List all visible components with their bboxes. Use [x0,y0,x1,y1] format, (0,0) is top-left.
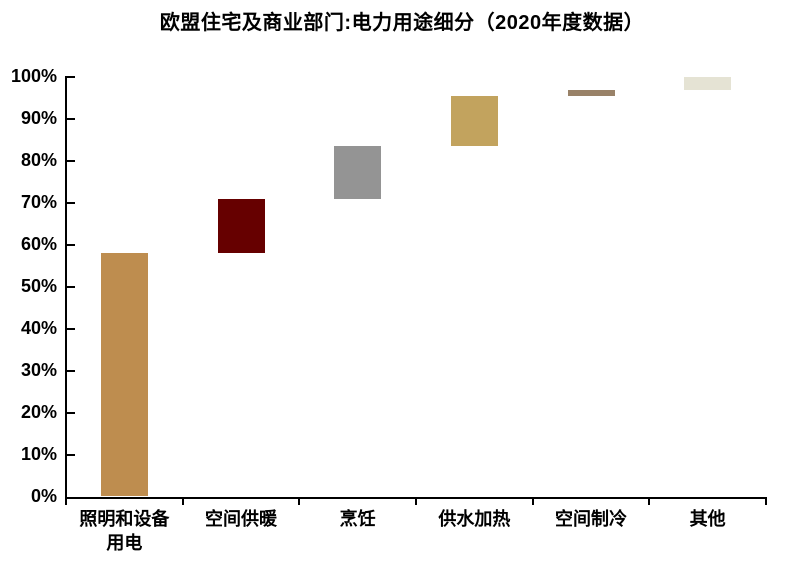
x-axis-tick [298,497,301,505]
y-axis-tick [67,285,75,288]
y-axis-tick-label: 70% [20,191,57,212]
x-axis-tick [65,497,67,505]
y-axis-tick [67,453,75,456]
x-axis-tick [648,497,651,505]
x-axis-label-line: 照明和设备 [79,509,170,529]
y-axis-tick-label: 100% [10,66,57,86]
x-axis-label: 照明和设备 用电 [49,507,199,555]
x-axis-label-line: 供水加热 [438,509,511,529]
waterfall-bar [334,146,382,199]
y-axis-tick [67,369,75,372]
x-axis-label: 供水加热 [399,507,549,531]
y-axis-tick-label: 80% [20,149,57,170]
waterfall-bar [567,89,615,96]
x-axis-label-line: 其他 [689,509,726,529]
y-axis-tick-label: 30% [20,359,57,380]
waterfall-bar [217,198,265,254]
x-axis-label-line: 空间制冷 [555,509,627,529]
y-axis-tick-label: 40% [20,317,57,338]
y-axis-tick-label: 90% [20,107,57,128]
x-axis-tick [181,497,184,505]
y-axis-tick-label: 50% [20,275,57,296]
x-axis-label-line: 用电 [106,533,143,553]
y-axis-tick [67,327,75,330]
x-axis-label-line: 烹饪 [339,509,376,529]
x-axis-tick [765,497,767,505]
y-axis-tick [67,76,75,78]
y-axis-tick [67,117,75,120]
y-axis-tick-label: 60% [20,233,57,254]
x-axis-tick [531,497,534,505]
x-axis-label: 空间供暖 [166,507,316,531]
y-axis-tick [67,243,75,246]
y-axis-tick [67,411,75,414]
x-axis-label: 烹饪 [283,507,433,531]
x-axis-tick [415,497,417,505]
y-axis-tick-label: 0% [30,485,57,506]
x-axis-label: 空间制冷 [516,507,666,531]
y-axis-tick-label: 20% [20,401,57,422]
waterfall-bar [100,253,148,497]
y-axis-line [65,76,67,499]
y-axis-tick-label: 10% [20,443,57,464]
x-axis-label: 其他 [633,507,783,531]
chart-title: 欧盟住宅及商业部门:电力用途细分（2020年度数据） [159,12,645,34]
x-axis-label-line: 空间供暖 [205,509,277,529]
y-axis-tick [67,201,75,204]
y-axis-tick [67,159,75,162]
waterfall-bar [684,77,732,90]
waterfall-bar [450,95,498,147]
